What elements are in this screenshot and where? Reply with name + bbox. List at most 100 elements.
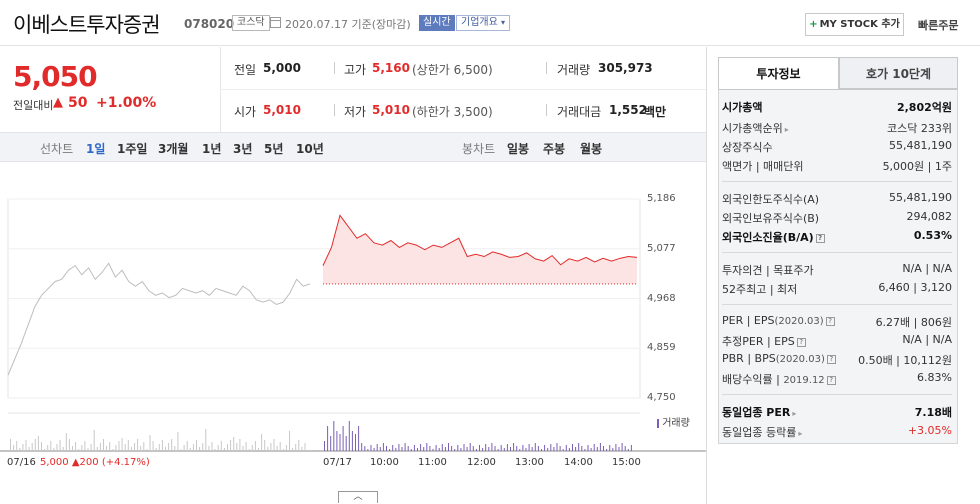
volume-bar <box>199 447 201 451</box>
info-row: 시가총액순위 ▸ 코스닥 233위 <box>722 120 952 138</box>
amount-label: 거래대금 <box>557 105 602 119</box>
x-tick-label: 15:00 <box>612 457 641 468</box>
period-1w[interactable]: 1주일 <box>117 142 148 156</box>
y-tick-label: 4,859 <box>647 342 676 353</box>
line-chart-label: 선차트 <box>40 142 74 156</box>
pbr-bps-label: PBR | BPS(2020.03)? <box>722 352 836 365</box>
company-name[interactable]: 이베스트투자증권 <box>13 13 161 37</box>
volume-bar <box>457 445 459 451</box>
industry-per-label: 동일업종 PER ▸ <box>722 404 796 420</box>
volume-bar <box>469 443 471 451</box>
x-tick-label: 14:00 <box>564 457 593 468</box>
realtime-button[interactable]: 실시간 <box>419 15 455 31</box>
chevron-down-icon: ▾ <box>501 18 506 27</box>
volume-bar <box>251 445 253 451</box>
foreign-holding-label: 외국인보유주식수(B) <box>722 212 820 225</box>
volume-bar <box>392 445 394 451</box>
volume-value: 305,973 <box>598 61 653 75</box>
period-1y[interactable]: 1년 <box>202 142 222 156</box>
volume-bar <box>208 446 210 451</box>
company-overview-button[interactable]: 기업개요 ▾ <box>456 15 511 31</box>
volume-bar <box>401 447 403 451</box>
volume-bar <box>491 443 493 451</box>
volume-bar <box>451 446 453 451</box>
volume-bar <box>612 448 614 451</box>
info-row: 외국인보유주식수(B) 294,082 <box>722 210 952 228</box>
help-icon[interactable]: ? <box>826 354 836 364</box>
stock-code: 078020 <box>184 17 235 31</box>
volume-bar <box>444 447 446 451</box>
industry-change-label: 동일업종 등락률 ▸ <box>722 424 802 440</box>
period-10y[interactable]: 10년 <box>296 142 324 156</box>
tab-invest-info[interactable]: 투자정보 <box>718 57 839 89</box>
period-1d[interactable]: 1일 <box>86 142 106 156</box>
volume-bar <box>534 443 536 451</box>
amount-unit: 백만 <box>644 105 667 119</box>
volume-bar <box>615 444 617 451</box>
candle-weekly[interactable]: 주봉 <box>543 142 566 156</box>
volume-bar <box>155 448 157 451</box>
volume-bar <box>289 431 290 451</box>
current-price: 5,050 <box>13 60 98 93</box>
volume-bar <box>96 447 98 451</box>
divider <box>546 62 547 74</box>
volume-bar <box>448 443 449 451</box>
tab-orderbook[interactable]: 호가 10단계 <box>839 57 958 89</box>
volume-bar <box>106 446 108 451</box>
volume-bar <box>420 444 422 451</box>
volume-bar <box>417 448 418 451</box>
volume-bar <box>370 445 372 451</box>
add-mystock-label: MY STOCK 추가 <box>819 19 900 30</box>
volume-bar <box>16 441 18 451</box>
volume-bar <box>429 446 431 451</box>
info-row: 동일업종 등락률 ▸ +3.05% <box>722 424 952 442</box>
dividend-yield-label: 배당수익률 | 2019.12? <box>722 371 836 387</box>
volume-bar <box>127 440 129 451</box>
volume-bar <box>460 448 462 451</box>
help-icon[interactable]: ? <box>796 337 806 347</box>
volume-bar <box>121 438 123 451</box>
volume-bar <box>438 448 440 451</box>
volume-bar <box>180 449 182 451</box>
volume-bar <box>621 443 623 451</box>
volume-bar <box>345 436 347 451</box>
volume-bar <box>531 447 533 451</box>
volume-bar <box>454 449 456 451</box>
volume-bar <box>78 449 80 451</box>
help-icon[interactable]: ? <box>825 316 835 326</box>
volume-bar <box>161 440 163 451</box>
y-tick-label: 5,186 <box>647 193 676 204</box>
est-per-eps-value: N/A | N/A <box>902 333 952 346</box>
period-5y[interactable]: 5년 <box>264 142 284 156</box>
volume-bar <box>75 442 77 451</box>
x-tick-label: 10:00 <box>370 457 399 468</box>
period-3y[interactable]: 3년 <box>233 142 253 156</box>
triangle-right-icon: ▸ <box>798 429 803 438</box>
volume-legend-swatch <box>657 418 659 428</box>
collapse-chart-button[interactable]: ︿ <box>338 491 378 503</box>
par-value-value: 5,000원 | 1주 <box>882 160 952 173</box>
help-icon[interactable]: ? <box>826 375 836 385</box>
volume-bar <box>479 445 480 451</box>
period-3m[interactable]: 3개월 <box>158 142 189 156</box>
volume-bar <box>223 448 225 451</box>
volume-bar <box>475 449 477 451</box>
quick-order-button[interactable]: 빠른주문 <box>918 19 959 32</box>
prev-day-line <box>7 262 311 376</box>
volume-bar <box>84 441 86 451</box>
add-mystock-button[interactable]: + MY STOCK 추가 <box>805 13 904 36</box>
volume-bar <box>171 439 173 451</box>
volume-bar <box>525 448 527 451</box>
triangle-right-icon: ▸ <box>784 125 789 134</box>
volume-bar <box>379 447 381 451</box>
volume-bar <box>59 440 61 451</box>
volume-bar <box>426 443 428 451</box>
price-chart[interactable] <box>0 163 706 493</box>
volume-bar <box>37 436 39 451</box>
help-icon[interactable]: ? <box>815 233 825 243</box>
candle-daily[interactable]: 일봉 <box>507 142 530 156</box>
candle-monthly[interactable]: 월봉 <box>580 142 603 156</box>
volume-bar <box>112 449 114 451</box>
volume-bar <box>330 436 332 451</box>
volume-legend: 거래량 <box>657 414 690 429</box>
